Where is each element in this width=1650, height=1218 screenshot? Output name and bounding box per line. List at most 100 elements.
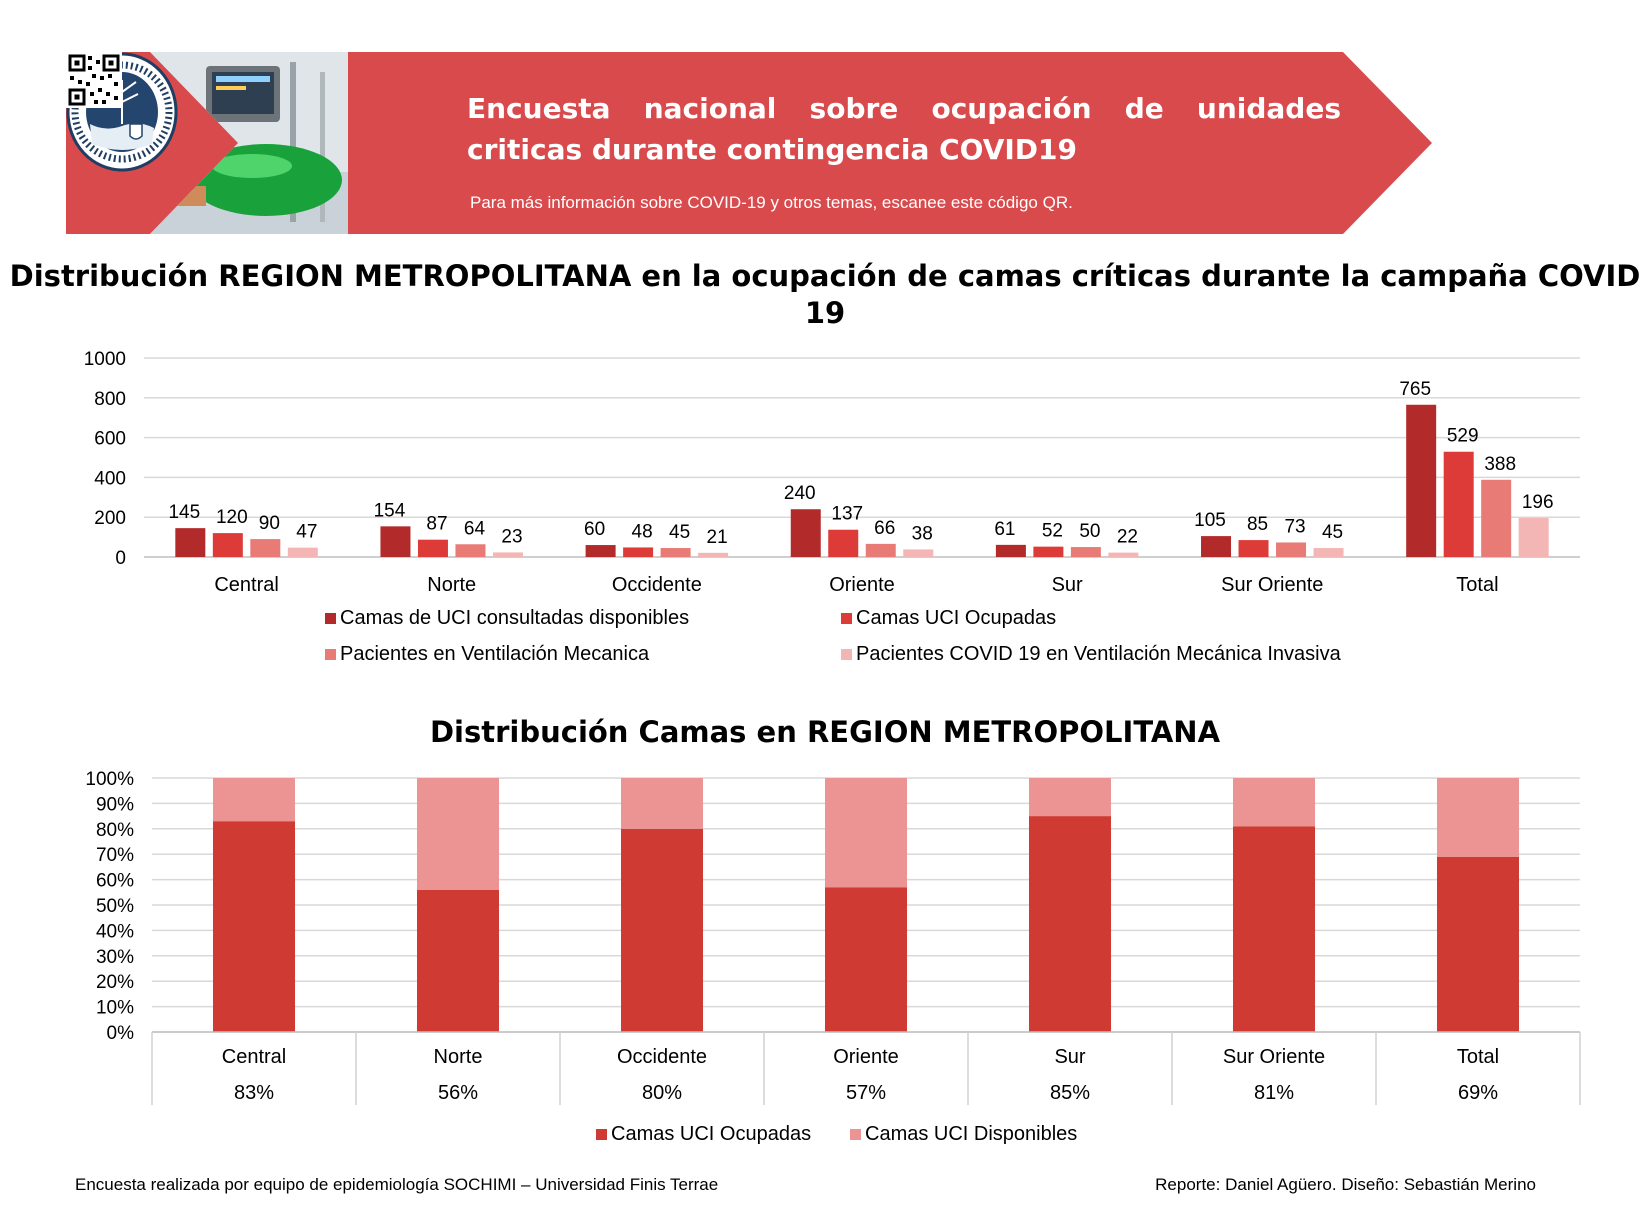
bar-sur-camas-uci-ocupadas [1033,546,1064,557]
bar-occidente-camas-uci-ocupadas [623,547,654,557]
bar-oriente-pacientes-covid-19-en-ventilaci-n-mec-nica-invasiva [903,549,934,557]
ventilator-photo [150,52,348,234]
y-tick-label: 50% [96,896,134,917]
bar-sur-oriente-camas-de-uci-consultadas-disponibles [1201,536,1232,557]
data-label-central-s3: 47 [296,522,317,543]
legend-swatch-pacientes-covid-19-en-ventilaci-n-mec-nica-invasiva [841,649,852,660]
data-label-oriente-s3: 38 [912,523,933,544]
data-label-oriente-s0: 240 [784,483,816,504]
bar-sur-oriente-pacientes-en-ventilaci-n-mecanica [1276,542,1307,557]
data-label-central-s0: 145 [168,502,200,523]
y-tick-label: 30% [96,947,134,968]
table-category-occidente: Occidente [617,1046,707,1068]
chart2-legend: Camas UCI Ocupadas Camas UCI Disponibles [596,1123,1077,1145]
bar-central-camas-uci-ocupadas [213,821,295,1032]
data-label-sur-s3: 22 [1117,527,1138,548]
table-value-occidente: 80% [642,1082,682,1104]
chart2-stacked-bars: 0% 10% 20% 30% 40% 50% 60% 70% 80% 90% 100% Centra… [85,769,1581,1145]
legend-swatch-camas-uci-disponibles [850,1129,861,1140]
data-label-oriente-s1: 137 [831,504,863,525]
bar-oriente-camas-uci-ocupadas [828,529,859,557]
table-category-sur: Sur [1054,1046,1085,1068]
data-label-sur-oriente-s0: 105 [1194,510,1226,531]
data-label-sur-s2: 50 [1079,521,1100,542]
legend-label-camas-uci-ocupadas: Camas UCI Ocupadas [856,607,1056,629]
bar-total-camas-uci-disponibles [1437,778,1519,857]
bar-sur-camas-uci-ocupadas [1029,816,1111,1032]
bar-norte-camas-uci-disponibles [417,778,499,890]
bar-norte-pacientes-en-ventilaci-n-mecanica [455,544,486,557]
data-label-occidente-s1: 48 [632,521,653,542]
y-tick-label: 70% [96,845,134,866]
bar-sur-camas-de-uci-consultadas-disponibles [995,544,1026,557]
data-label-central-s2: 90 [259,513,280,534]
data-label-sur-s1: 52 [1042,521,1063,542]
chart1-gridlines [144,357,1580,558]
y-tick-label: 400 [94,468,126,489]
bar-norte-camas-de-uci-consultadas-disponibles [380,526,411,557]
data-label-sur-s0: 61 [994,519,1015,540]
legend-label-camas-de-uci-consultadas-disponibles: Camas de UCI consultadas disponibles [340,607,689,629]
chart1-x-axis: Central Norte Occidente Oriente Sur Sur Orien… [214,574,1498,596]
bar-central-pacientes-covid-19-en-ventilaci-n-mec-nica-invasiva [287,547,318,557]
banner-subtitle: Para más información sobre COVID-19 y ot… [470,193,1073,212]
bar-norte-camas-uci-ocupadas [417,889,499,1032]
table-category-norte: Norte [434,1046,483,1068]
table-value-central: 83% [234,1082,274,1104]
y-tick-label: 0% [107,1023,135,1044]
table-category-central: Central [222,1046,286,1068]
chart2-y-axis: 0% 10% 20% 30% 40% 50% 60% 70% 80% 90% 100% [85,769,134,1044]
y-tick-label: 600 [94,429,126,450]
x-tick-sur-oriente: Sur Oriente [1221,574,1323,596]
bar-central-camas-uci-ocupadas [212,533,243,557]
bar-total-camas-uci-ocupadas [1437,856,1519,1032]
data-label-occidente-s0: 60 [584,519,605,540]
y-tick-label: 800 [94,389,126,410]
x-tick-total: Total [1456,574,1498,596]
bar-occidente-camas-uci-disponibles [621,778,703,829]
legend-label-pacientes-en-ventilaci-n-mecanica: Pacientes en Ventilación Mecanica [340,643,650,665]
y-tick-label: 100% [85,769,134,790]
bar-oriente-pacientes-en-ventilaci-n-mecanica [865,543,896,557]
bar-occidente-pacientes-en-ventilaci-n-mecanica [660,548,691,557]
data-label-norte-s0: 154 [374,500,406,521]
banner-title: Encuesta nacional sobre ocupación de uni… [467,92,1341,166]
y-tick-label: 60% [96,871,134,892]
bar-oriente-camas-uci-ocupadas [825,887,907,1032]
table-category-sur-oriente: Sur Oriente [1223,1046,1325,1068]
x-tick-central: Central [214,574,278,596]
legend-label-camas-uci-ocupadas: Camas UCI Ocupadas [611,1123,811,1145]
bar-norte-pacientes-covid-19-en-ventilaci-n-mec-nica-invasiva [492,552,523,557]
bar-central-camas-uci-disponibles [213,778,295,822]
chart1-occupancy-bars: 0 200 400 600 800 1000 145 120 90 47 154 87 64 23 60 4… [84,349,1580,665]
bar-sur-pacientes-en-ventilaci-n-mecanica [1070,547,1101,557]
bar-sur-pacientes-covid-19-en-ventilaci-n-mec-nica-invasiva [1108,552,1139,557]
x-tick-sur: Sur [1052,574,1083,596]
data-label-occidente-s3: 21 [707,527,728,548]
footer-credit-report: Reporte: Daniel Agüero. Diseño: Sebastiá… [1155,1175,1536,1194]
bar-central-camas-de-uci-consultadas-disponibles [175,528,206,557]
chart1-title: Distribución REGION METROPOLITANA en la … [9,259,1641,330]
bar-sur-oriente-camas-uci-disponibles [1233,778,1315,827]
bar-total-pacientes-covid-19-en-ventilaci-n-mec-nica-invasiva [1518,517,1549,557]
y-tick-label: 20% [96,972,134,993]
bar-occidente-camas-de-uci-consultadas-disponibles [585,545,616,557]
table-value-oriente: 57% [846,1082,886,1104]
legend-label-camas-uci-disponibles: Camas UCI Disponibles [865,1123,1077,1145]
chart1-legend: Camas de UCI consultadas disponibles Cama… [325,607,1342,665]
data-label-total-s1: 529 [1447,426,1479,447]
header-banner: Encuesta nacional sobre ocupación de uni… [66,52,1604,234]
data-label-total-s2: 388 [1484,454,1516,475]
y-tick-label: 80% [96,820,134,841]
chart1-y-axis: 0 200 400 600 800 1000 [84,349,126,569]
data-label-norte-s2: 64 [464,518,486,539]
legend-swatch-camas-de-uci-consultadas-disponibles [325,613,336,624]
chart1-data-labels: 145 120 90 47 154 87 64 23 60 48 45 21 240 137 66 38 61 5… [168,379,1553,548]
bar-sur-oriente-camas-uci-ocupadas [1233,826,1315,1032]
bar-total-pacientes-en-ventilaci-n-mecanica [1481,479,1512,557]
bar-sur-oriente-pacientes-covid-19-en-ventilaci-n-mec-nica-invasiva [1313,548,1344,557]
bar-central-pacientes-en-ventilaci-n-mecanica [250,539,281,557]
bar-sur-camas-uci-disponibles [1029,778,1111,817]
chart2-bars [213,778,1519,1032]
data-label-central-s1: 120 [216,507,248,528]
